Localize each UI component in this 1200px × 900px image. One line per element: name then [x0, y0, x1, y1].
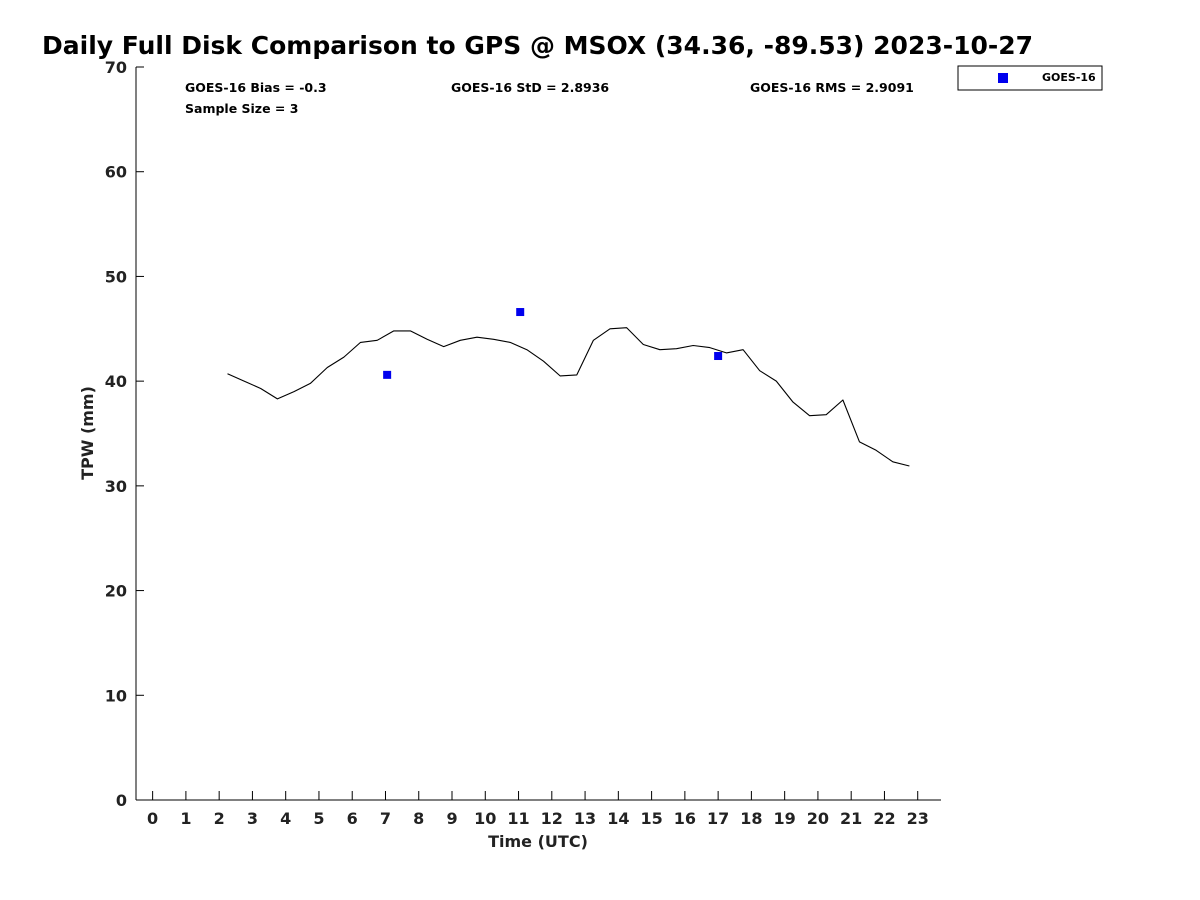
x-tick-label: 2: [214, 809, 225, 828]
x-tick-label: 14: [607, 809, 629, 828]
y-tick-label: 50: [105, 267, 127, 286]
x-tick-label: 3: [247, 809, 258, 828]
x-tick-label: 23: [907, 809, 929, 828]
x-tick-label: 19: [774, 809, 796, 828]
y-tick-label: 70: [105, 58, 127, 77]
chart-title: Daily Full Disk Comparison to GPS @ MSOX…: [42, 31, 1033, 60]
goes16-point: [383, 370, 392, 379]
x-tick-label: 15: [640, 809, 662, 828]
y-axis-label: TPW (mm): [78, 386, 97, 480]
x-tick-label: 7: [380, 809, 391, 828]
x-tick-label: 20: [807, 809, 829, 828]
y-tick-label: 60: [105, 163, 127, 182]
gps-line-series: [227, 327, 910, 467]
goes16-scatter-series: [383, 308, 723, 379]
x-tick-label: 4: [280, 809, 291, 828]
x-tick-label: 10: [474, 809, 496, 828]
x-tick-label: 8: [413, 809, 424, 828]
legend: GOES-16: [957, 65, 1103, 91]
y-tick-label: 20: [105, 582, 127, 601]
goes16-point: [714, 352, 723, 361]
legend-label-goes16: GOES-16: [1042, 71, 1096, 84]
x-tick-label: 12: [541, 809, 563, 828]
x-tick-label: 9: [446, 809, 457, 828]
x-tick-label: 21: [840, 809, 862, 828]
x-tick-label: 1: [180, 809, 191, 828]
legend-box: [957, 65, 1103, 91]
y-tick-label: 30: [105, 477, 127, 496]
x-tick-label: 22: [873, 809, 895, 828]
goes16-point: [516, 308, 525, 317]
x-tick-label: 5: [313, 809, 324, 828]
x-tick-label: 17: [707, 809, 729, 828]
gps-tpw-line: [227, 327, 910, 467]
x-tick-label: 16: [674, 809, 696, 828]
x-tick-label: 13: [574, 809, 596, 828]
y-tick-label: 10: [105, 686, 127, 705]
sample-size-stat: Sample Size = 3: [185, 101, 298, 116]
y-tick-label: 0: [116, 791, 127, 810]
x-tick-label: 18: [740, 809, 762, 828]
x-tick-label: 11: [507, 809, 529, 828]
legend-marker-goes16: [998, 73, 1008, 83]
std-stat: GOES-16 StD = 2.8936: [451, 80, 609, 95]
rms-stat: GOES-16 RMS = 2.9091: [750, 80, 914, 95]
x-axis-label: Time (UTC): [488, 832, 588, 851]
y-tick-label: 40: [105, 372, 127, 391]
bias-stat: GOES-16 Bias = -0.3: [185, 80, 327, 95]
x-tick-label: 0: [147, 809, 158, 828]
x-tick-label: 6: [347, 809, 358, 828]
